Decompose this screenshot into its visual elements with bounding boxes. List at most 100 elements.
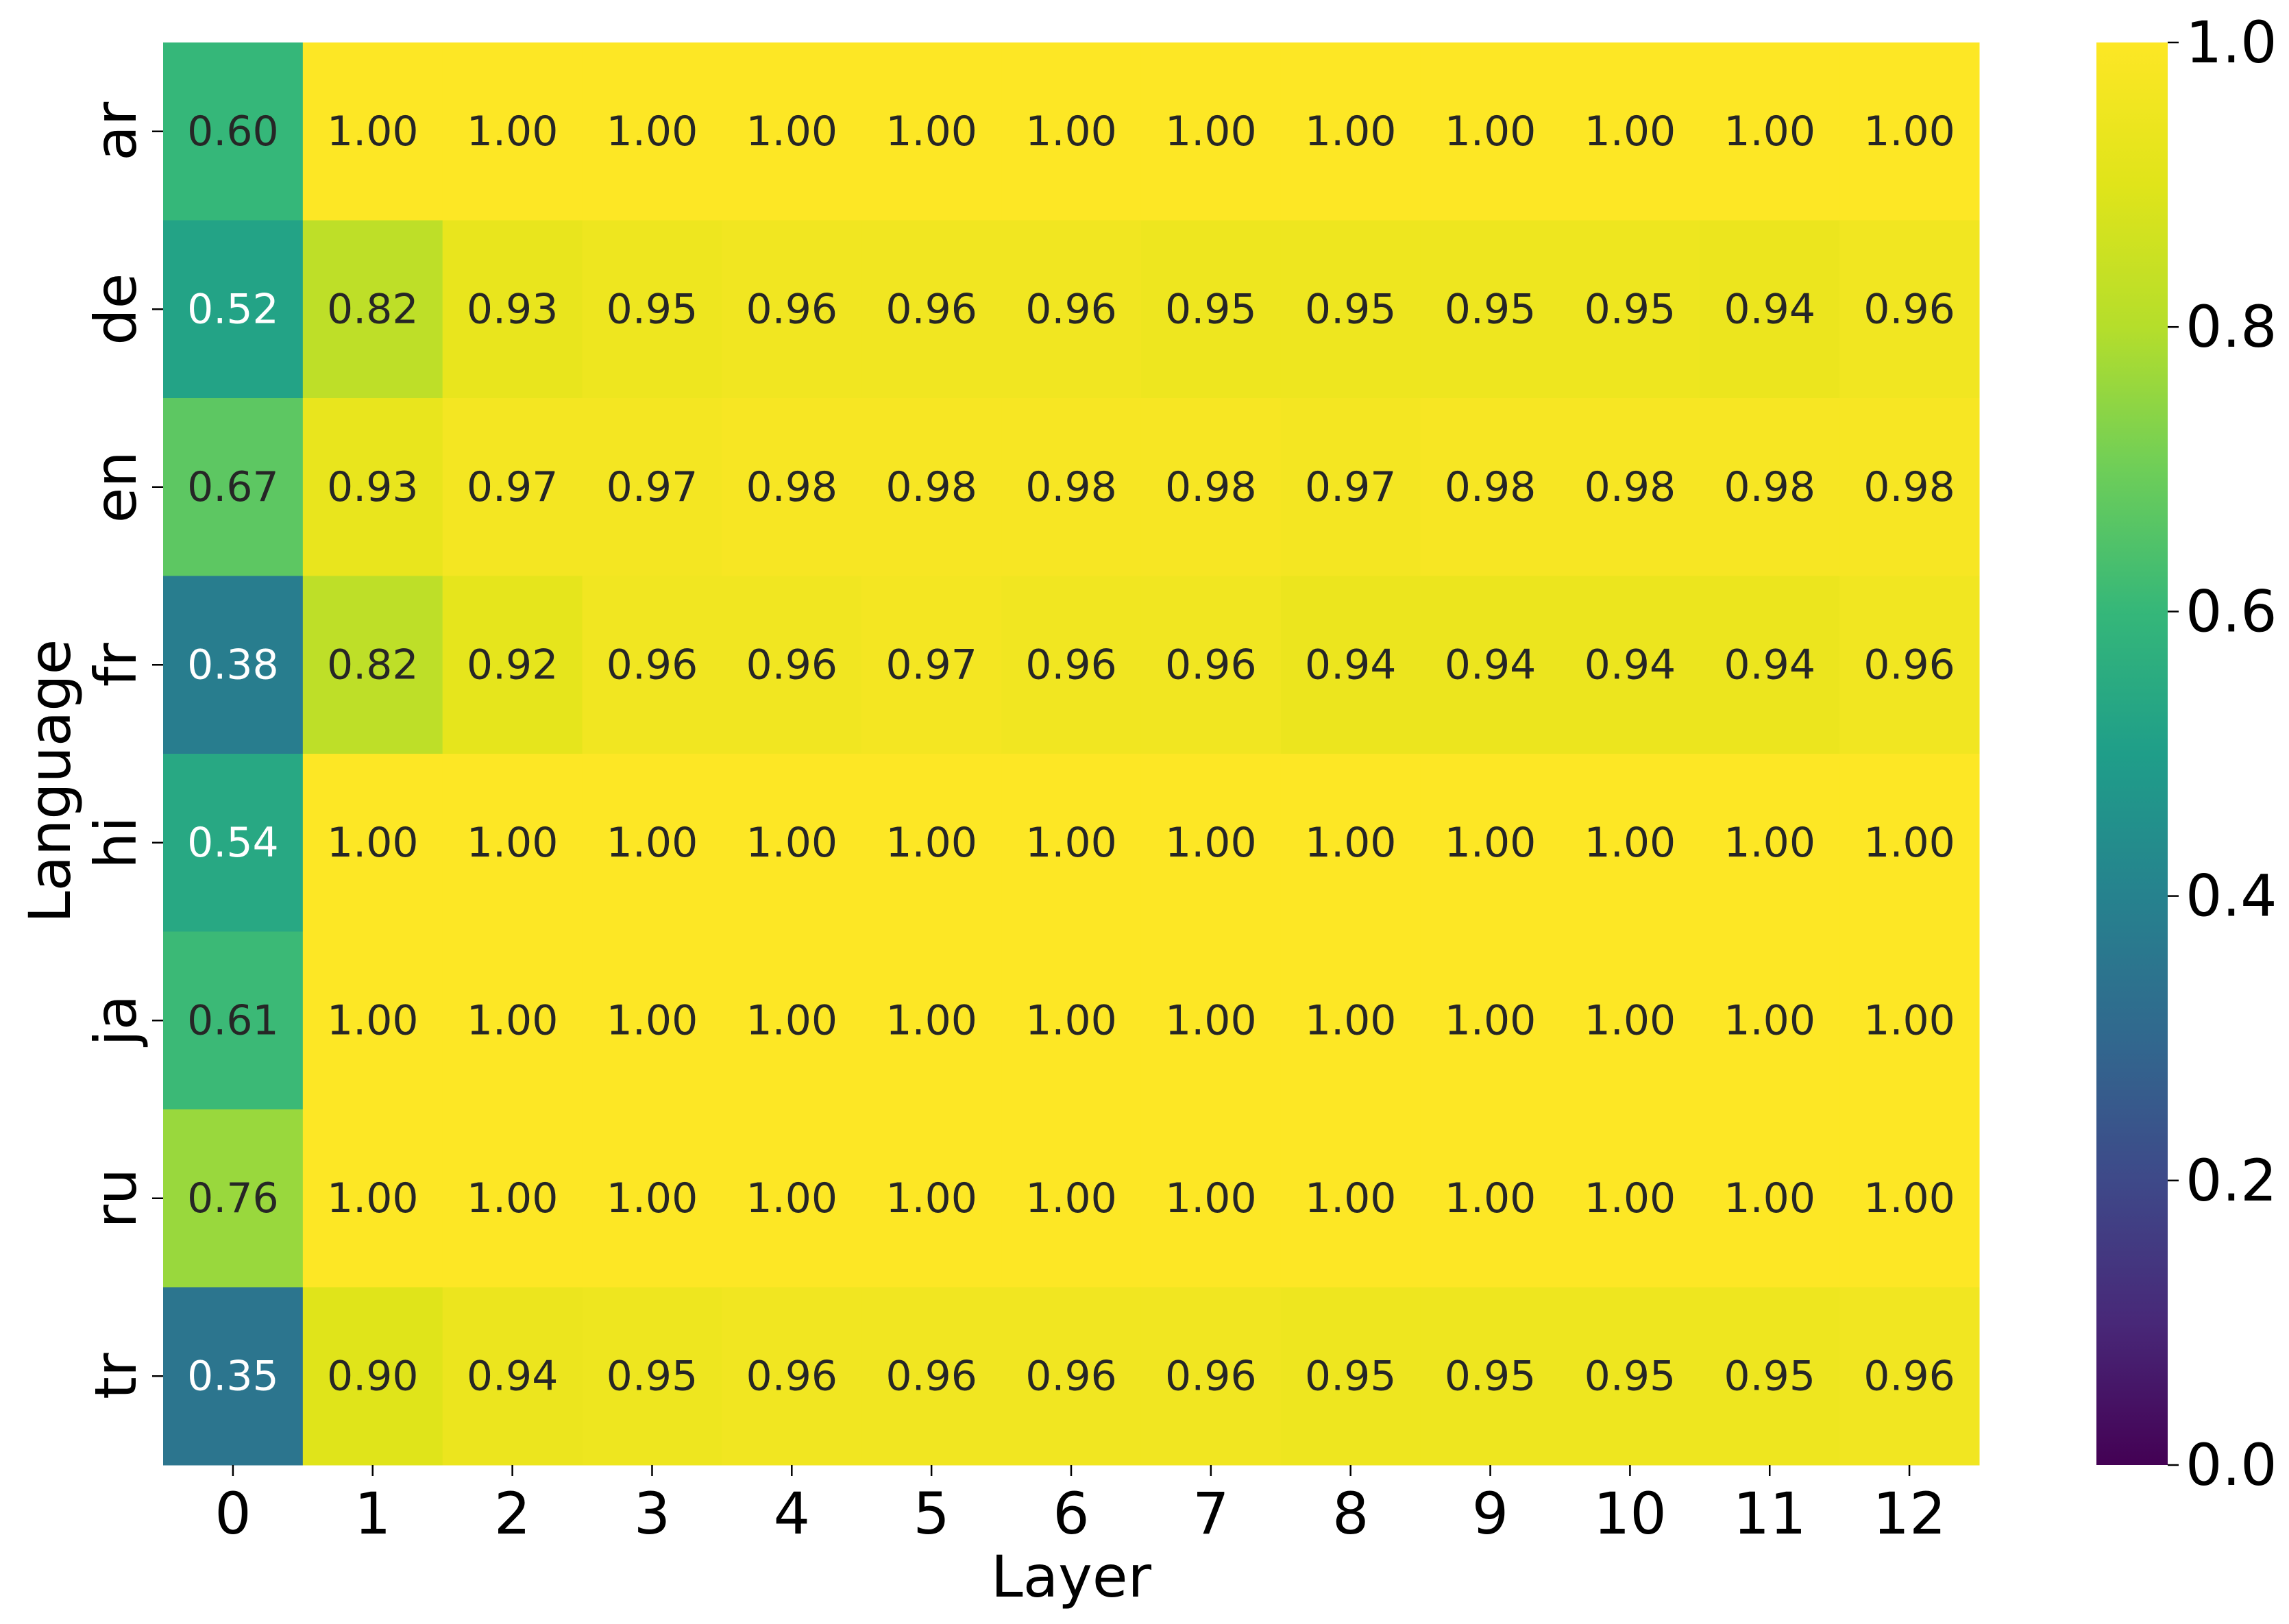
heatmap-cell-label: 0.97 [467, 463, 559, 511]
heatmap-cell-ja-1 [302, 931, 443, 1110]
heatmap-cell-label: 1.00 [885, 1174, 977, 1222]
heatmap-cell-tr-3 [582, 1287, 722, 1466]
heatmap-cell-ja-11 [1700, 931, 1840, 1110]
heatmap-cell-label: 0.38 [187, 641, 279, 689]
heatmap-cell-label: 0.96 [746, 641, 838, 689]
heatmap-cell-tr-0 [163, 1287, 304, 1466]
x-tick-label: 10 [1593, 1480, 1667, 1547]
x-tick-label: 9 [1472, 1480, 1508, 1547]
heatmap-cell-hi-11 [1700, 754, 1840, 932]
heatmap-cell-label: 0.96 [1025, 285, 1117, 333]
colorbar-tick-label: 1.0 [2186, 9, 2277, 76]
x-tick-label: 5 [913, 1480, 949, 1547]
heatmap-cell-ja-7 [1140, 931, 1282, 1110]
heatmap-cell-ja-10 [1560, 931, 1700, 1110]
heatmap-cell-ru-4 [722, 1109, 862, 1288]
heatmap-cell-label: 1.00 [467, 996, 559, 1044]
heatmap-cell-label: 0.98 [1445, 463, 1537, 511]
heatmap-cell-label: 1.00 [746, 1174, 838, 1222]
heatmap-cell-de-6 [1001, 220, 1142, 399]
y-tick-label: tr [82, 1353, 149, 1399]
heatmap-cell-label: 1.00 [1584, 1174, 1676, 1222]
heatmap-cell-de-8 [1280, 220, 1421, 399]
heatmap-cell-label: 0.96 [1863, 641, 1955, 689]
heatmap-cell-label: 0.95 [1305, 285, 1397, 333]
heatmap-cell-label: 0.96 [607, 641, 698, 689]
heatmap-cell-label: 1.00 [1305, 1174, 1397, 1222]
x-tick-label: 1 [354, 1480, 391, 1547]
heatmap-cell-ja-4 [722, 931, 862, 1110]
heatmap-cell-en-0 [163, 398, 304, 576]
heatmap-cell-label: 0.98 [1165, 463, 1257, 511]
heatmap-cell-label: 0.92 [467, 641, 559, 689]
heatmap-cell-label: 0.98 [885, 463, 977, 511]
heatmap-cell-label: 1.00 [1724, 819, 1815, 867]
heatmap-cell-label: 0.98 [1724, 463, 1815, 511]
heatmap-cell-label: 1.00 [327, 996, 419, 1044]
heatmap-cell-label: 1.00 [1025, 819, 1117, 867]
heatmap-cell-label: 0.97 [885, 641, 977, 689]
y-tick-label: ru [82, 1168, 149, 1229]
heatmap-cell-label: 0.94 [467, 1352, 559, 1400]
colorbar-tick-label: 0.0 [2186, 1431, 2277, 1499]
heatmap-cell-fr-2 [442, 576, 583, 754]
heatmap-cell-label: 0.95 [1305, 1352, 1397, 1400]
heatmap-cell-label: 1.00 [1025, 1174, 1117, 1222]
x-tick-label: 12 [1873, 1480, 1946, 1547]
heatmap-cell-label: 1.00 [746, 996, 838, 1044]
heatmap-cell-label: 1.00 [1445, 108, 1537, 156]
heatmap-cell-fr-11 [1700, 576, 1840, 754]
heatmap-cell-ru-0 [163, 1109, 304, 1288]
heatmap-cell-label: 1.00 [885, 108, 977, 156]
heatmap-cell-en-6 [1001, 398, 1142, 576]
heatmap-cell-label: 1.00 [1584, 108, 1676, 156]
heatmap-cell-hi-3 [582, 754, 722, 932]
colorbar-ticks: 0.0 0.2 0.4 0.6 0.8 1.0 [2168, 9, 2277, 1499]
heatmap-cell-de-3 [582, 220, 722, 399]
heatmap-cell-label: 1.00 [467, 108, 559, 156]
heatmap-cell-label: 0.82 [327, 285, 419, 333]
heatmap-cell-tr-1 [302, 1287, 443, 1466]
heatmap-cell-label: 1.00 [746, 108, 838, 156]
x-tick-label: 6 [1053, 1480, 1089, 1547]
x-tick-label: 4 [774, 1480, 810, 1547]
x-axis: 0 1 2 3 4 5 6 7 8 9 10 11 12 [215, 1465, 1946, 1547]
heatmap-cell-label: 1.00 [1863, 819, 1955, 867]
heatmap-cell-label: 0.98 [1863, 463, 1955, 511]
heatmap-cell-en-7 [1140, 398, 1282, 576]
heatmap-cell-en-10 [1560, 398, 1700, 576]
heatmap-cell-de-1 [302, 220, 443, 399]
heatmap-cell-ar-2 [442, 42, 583, 221]
heatmap-cell-label: 0.94 [1584, 641, 1676, 689]
heatmap-cell-label: 0.61 [187, 996, 279, 1044]
heatmap-cell-label: 0.95 [1165, 285, 1257, 333]
heatmap-cell-en-2 [442, 398, 583, 576]
heatmap-cell-label: 1.00 [1445, 819, 1537, 867]
heatmap-cell-en-8 [1280, 398, 1421, 576]
heatmap-cell-label: 1.00 [1165, 819, 1257, 867]
heatmap-cell-fr-12 [1839, 576, 1980, 754]
heatmap-cell-hi-5 [861, 754, 1002, 932]
heatmap-cell-label: 1.00 [1025, 996, 1117, 1044]
heatmap-cell-ru-5 [861, 1109, 1002, 1288]
heatmap-cell-hi-9 [1420, 754, 1560, 932]
heatmap-cell-label: 1.00 [607, 108, 698, 156]
heatmap-cell-tr-4 [722, 1287, 862, 1466]
heatmap-cell-hi-1 [302, 754, 443, 932]
heatmap-cell-hi-0 [163, 754, 304, 932]
heatmap-cell-label: 0.96 [1863, 285, 1955, 333]
heatmap-cell-en-3 [582, 398, 722, 576]
y-axis: ar de en fr hi ja ru tr [82, 101, 163, 1399]
x-tick-label: 11 [1733, 1480, 1807, 1547]
heatmap-cell-label: 1.00 [1305, 996, 1397, 1044]
heatmap-cell-label: 0.96 [1025, 641, 1117, 689]
heatmap-cell-fr-10 [1560, 576, 1700, 754]
heatmap-cell-ar-9 [1420, 42, 1560, 221]
heatmap-cell-label: 0.96 [1165, 641, 1257, 689]
colorbar-tick-label: 0.2 [2186, 1147, 2277, 1214]
x-tick-label: 7 [1192, 1480, 1229, 1547]
heatmap-cell-tr-6 [1001, 1287, 1142, 1466]
heatmap-cell-tr-5 [861, 1287, 1002, 1466]
heatmap-cell-de-10 [1560, 220, 1700, 399]
